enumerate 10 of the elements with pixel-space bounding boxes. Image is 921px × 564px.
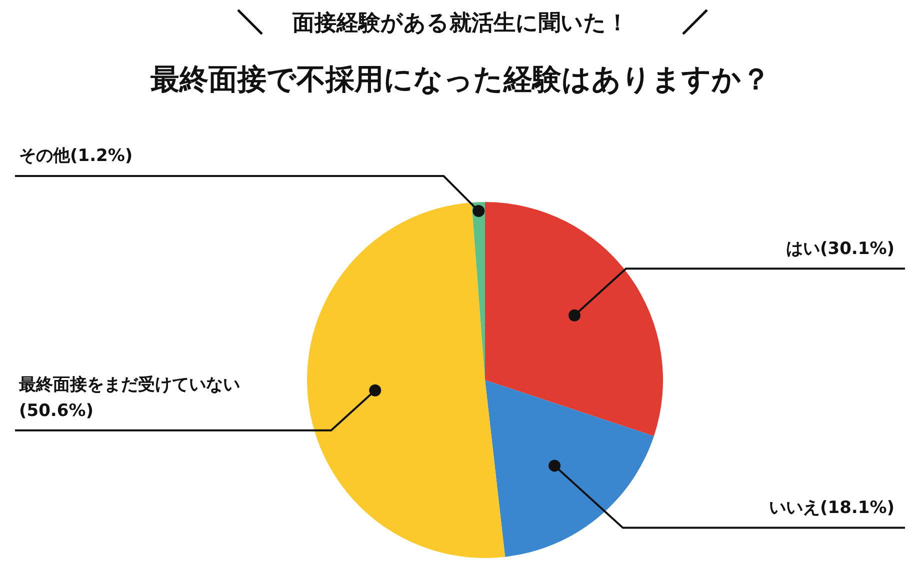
pie-slice: [485, 202, 663, 436]
slice-label: はい(30.1%): [786, 238, 895, 261]
pie-slice: [307, 202, 506, 558]
slice-label: いいえ(18.1%): [769, 496, 895, 520]
slice-label: その他(1.2%): [19, 145, 133, 168]
chart-subtitle: 面接経験がある就活生に聞いた！: [292, 10, 630, 38]
pie-slice: [485, 380, 654, 557]
slice-label: 最終面接をまだ受けていない: [19, 375, 240, 396]
chart-title: 最終面接で不採用になった経験はありますか？: [150, 61, 772, 98]
data-label: (50.6%): [19, 400, 94, 421]
